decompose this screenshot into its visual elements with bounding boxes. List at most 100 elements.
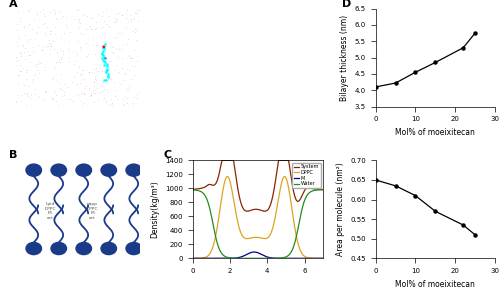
Point (80, 92, 88, 96)
Point (108, 97, 116, 102)
Point (128, 76, 136, 81)
Point (26, 96, 34, 100)
Point (32, 31, 40, 36)
Point (86, 23, 94, 28)
Point (47, 44, 55, 49)
Point (15, 73, 23, 77)
Text: D: D (342, 0, 351, 9)
Point (80, 100, 88, 105)
Point (28, 79, 36, 84)
Point (22, 39, 30, 43)
Point (116, 82, 124, 86)
Point (125, 53, 133, 57)
Point (120, 70, 128, 75)
Point (34, 96, 42, 101)
Point (79, 31, 87, 36)
Point (127, 13, 135, 18)
Point (14, 44, 22, 48)
Point (84, 13, 92, 18)
Point (50, 74, 58, 79)
Point (16, 67, 24, 72)
Point (132, 64, 140, 69)
Point (80, 92, 88, 96)
Point (36, 61, 44, 66)
Point (61, 82, 69, 86)
Point (18, 66, 26, 71)
Point (57, 57, 65, 61)
Point (64, 49, 72, 53)
Point (13, 92, 21, 97)
Point (76, 17, 84, 22)
Point (78, 103, 86, 107)
Text: A: A (9, 0, 18, 9)
Point (52, 98, 60, 103)
Point (133, 7, 141, 12)
Point (74, 93, 82, 97)
Point (102, 39, 110, 43)
Point (21, 46, 29, 51)
Point (98, 9, 106, 14)
Point (38, 48, 46, 53)
Point (23, 24, 31, 28)
Point (102, 78, 110, 82)
Point (76, 72, 84, 77)
Point (23, 48, 31, 53)
Point (70, 61, 78, 66)
Point (84, 52, 92, 57)
Text: napp: napp (87, 202, 98, 206)
Point (85, 70, 93, 74)
Text: act: act (46, 216, 54, 220)
Point (128, 102, 136, 107)
Point (79, 67, 87, 72)
Text: act: act (89, 216, 96, 220)
Point (110, 34, 118, 39)
Point (104, 73, 112, 78)
Text: B: B (9, 150, 17, 160)
Point (41, 89, 49, 94)
Point (135, 8, 143, 12)
Point (128, 63, 136, 67)
Point (64, 58, 72, 63)
Point (104, 71, 112, 76)
Point (74, 17, 82, 21)
Point (92, 88, 100, 92)
Point (112, 16, 120, 21)
Point (89, 36, 97, 41)
Circle shape (101, 243, 116, 255)
Point (72, 49, 80, 54)
Point (118, 12, 126, 17)
Point (114, 55, 122, 59)
Point (62, 47, 70, 51)
Point (88, 69, 96, 74)
Point (112, 19, 120, 24)
Point (99, 57, 107, 62)
Point (38, 47, 46, 52)
Circle shape (76, 164, 92, 176)
Point (60, 49, 68, 53)
Point (20, 24, 28, 28)
Point (58, 55, 66, 59)
Point (92, 43, 100, 47)
Point (100, 59, 108, 63)
Point (110, 20, 118, 24)
Point (108, 59, 116, 63)
Point (20, 91, 28, 95)
Point (98, 51, 106, 56)
Point (117, 31, 125, 36)
Point (80, 12, 88, 17)
Point (120, 72, 128, 77)
Point (51, 90, 59, 94)
Point (135, 89, 143, 94)
Point (87, 90, 95, 95)
Point (101, 42, 109, 46)
Point (78, 99, 86, 104)
Point (126, 56, 134, 61)
Point (43, 42, 51, 47)
Point (99, 49, 107, 53)
Point (98, 56, 106, 61)
Point (120, 102, 128, 106)
Point (128, 56, 136, 61)
Point (60, 93, 68, 97)
X-axis label: Mol% of moeixitecan: Mol% of moeixitecan (396, 280, 475, 287)
Point (83, 54, 91, 59)
